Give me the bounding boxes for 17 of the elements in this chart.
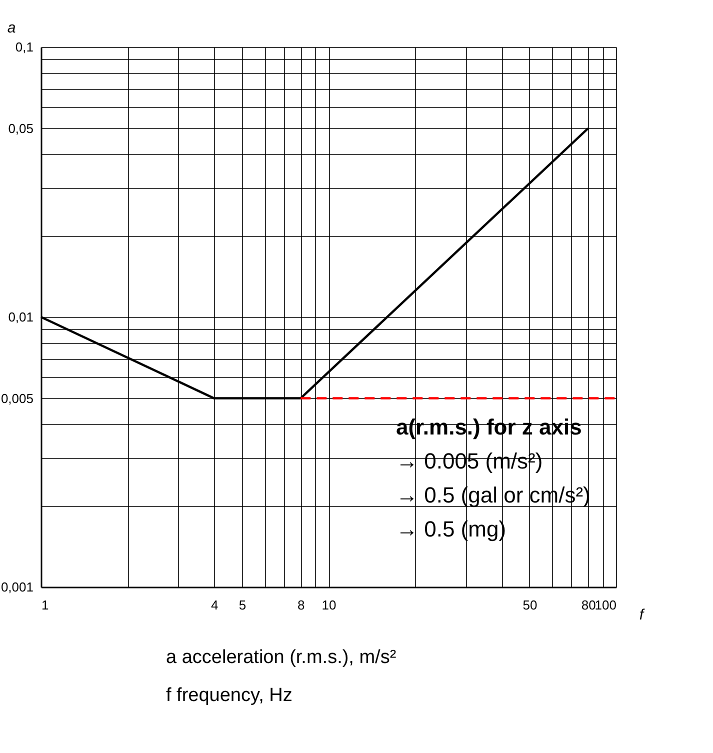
text: a acceleration (r.m.s.), m/s² <box>166 647 396 668</box>
x-tick-label: 4 <box>210 598 218 612</box>
x-tick-label: 8 <box>298 598 305 612</box>
x-tick-label: 1 <box>42 598 49 612</box>
y-tick-label: 0,1 <box>15 40 34 54</box>
y-tick-label: 0,01 <box>8 310 34 324</box>
x-tick-label: 100 <box>594 598 616 612</box>
y-tick-label: 0,001 <box>0 580 34 594</box>
x-axis-title: f <box>639 606 646 624</box>
y-tick-label: 0,005 <box>0 390 34 406</box>
x-tick-label: 10 <box>322 598 336 612</box>
text: f frequency, Hz <box>166 685 292 706</box>
x-tick-label: 80 <box>581 598 596 612</box>
x-tick-label: 50 <box>522 598 538 612</box>
x-tick-label: 5 <box>238 598 246 612</box>
y-axis-title: a <box>7 20 16 36</box>
y-tick-label: 0,05 <box>8 120 34 136</box>
